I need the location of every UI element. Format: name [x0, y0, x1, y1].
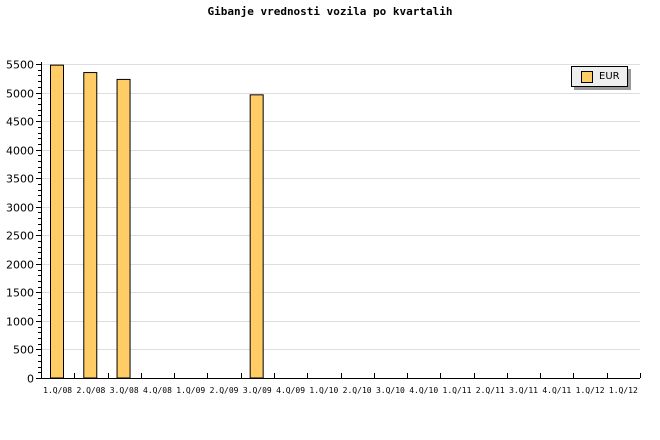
x-tick-label: 1.Q/12 [609, 386, 638, 395]
x-tick-label: 4.Q/09 [276, 386, 305, 395]
legend: EUR [571, 66, 628, 87]
y-tick-label: 4500 [6, 116, 34, 129]
x-tick-label: 1.Q/09 [176, 386, 205, 395]
y-tick-label: 3500 [6, 173, 34, 186]
y-tick-label: 1500 [6, 287, 34, 300]
y-tick-label: 2500 [6, 230, 34, 243]
x-tick-label: 3.Q/09 [243, 386, 272, 395]
chart-title: Gibanje vrednosti vozila po kvartalih [207, 5, 453, 18]
x-tick-label: 4.Q/08 [143, 386, 172, 395]
y-tick-label: 5000 [6, 88, 34, 101]
x-tick-label: 2.Q/11 [476, 386, 505, 395]
x-tick-label: 1.Q/10 [309, 386, 338, 395]
y-tick-label: 4000 [6, 145, 34, 158]
y-tick-label: 500 [13, 344, 34, 357]
y-tick-label: 2000 [6, 259, 34, 272]
x-tick-label: 1.Q/12 [576, 386, 605, 395]
x-tick-label: 4.Q/10 [409, 386, 438, 395]
x-tick-label: 3.Q/08 [110, 386, 139, 395]
x-tick-label: 4.Q/11 [542, 386, 571, 395]
x-tick-label: 2.Q/10 [343, 386, 372, 395]
legend-label: EUR [599, 71, 620, 82]
bar [116, 78, 131, 379]
y-tick-label: 0 [27, 373, 34, 386]
x-tick-label: 3.Q/11 [509, 386, 538, 395]
x-tick-label: 2.Q/08 [76, 386, 105, 395]
y-tick-label: 1000 [6, 316, 34, 329]
x-tick-label: 1.Q/08 [43, 386, 72, 395]
bar [83, 72, 98, 379]
x-tick-label: 1.Q/11 [443, 386, 472, 395]
y-tick-label: 3000 [6, 202, 34, 215]
bar [249, 94, 264, 379]
x-tick-label: 2.Q/09 [210, 386, 239, 395]
x-tick-label: 3.Q/10 [376, 386, 405, 395]
y-tick-label: 5500 [6, 59, 34, 72]
legend-swatch [581, 70, 593, 83]
bar [50, 64, 64, 379]
